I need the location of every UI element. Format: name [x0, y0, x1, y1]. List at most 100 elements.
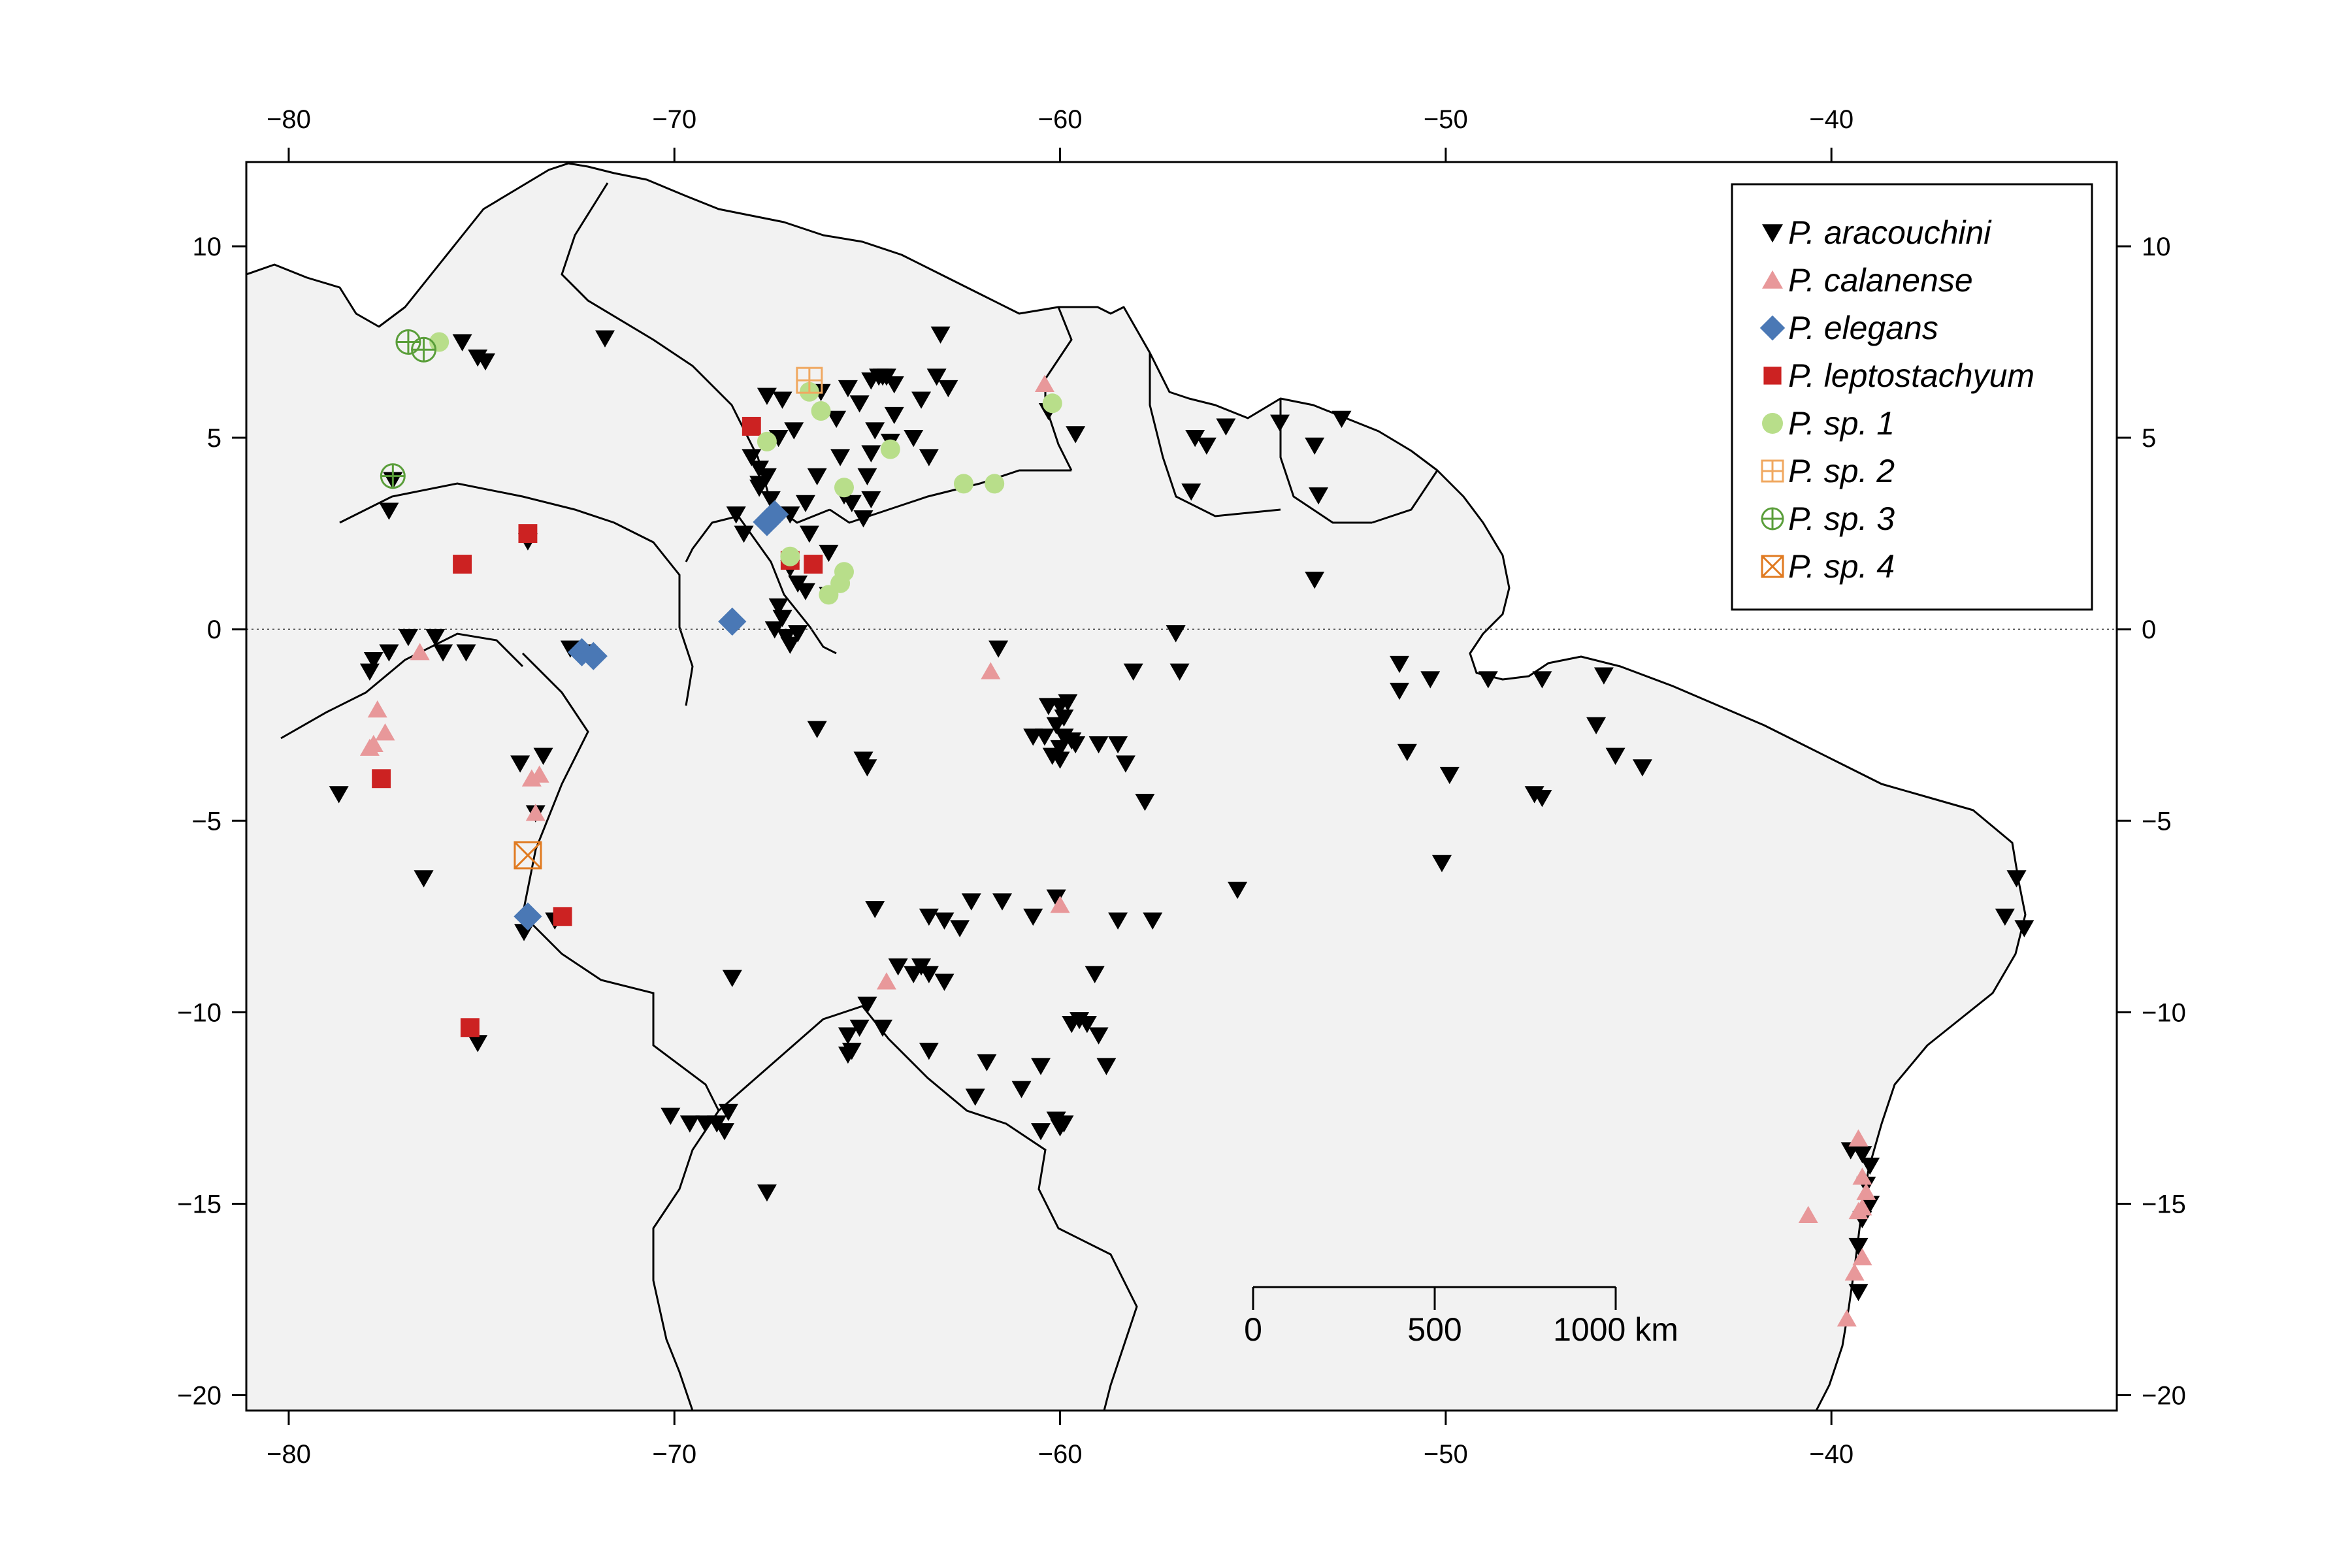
calanense-point	[359, 738, 380, 756]
scale-label-1000km: 1000 km	[1553, 1311, 1678, 1348]
aracouchini-point	[861, 445, 881, 463]
aracouchini-point	[888, 958, 908, 976]
y-tick-label-right: −20	[2142, 1382, 2186, 1411]
aracouchini-point	[1309, 487, 1329, 505]
aracouchini-point	[1046, 889, 1066, 907]
plot-frame	[245, 161, 2118, 1412]
aracouchini-point	[1431, 855, 1452, 872]
aracouchini-point	[861, 491, 881, 509]
aracouchini-point	[1478, 671, 1498, 689]
aracouchini-point	[1185, 430, 1205, 448]
aracouchini-point	[1066, 736, 1086, 754]
aracouchini-point	[819, 544, 839, 563]
sp1-point	[811, 401, 831, 421]
aracouchini-point	[425, 629, 446, 647]
legend-box	[1731, 183, 2093, 611]
aracouchini-point	[961, 893, 981, 911]
border-peru-brazil	[521, 652, 720, 1111]
aracouchini-point	[1216, 418, 1236, 436]
aracouchini-point	[1135, 793, 1155, 811]
aracouchini-point	[533, 747, 553, 765]
leptostachyum-point	[372, 769, 391, 789]
y-tick-label-right: −5	[2142, 807, 2172, 836]
aracouchini-point	[780, 636, 800, 654]
aracouchini-point	[1852, 1146, 1872, 1164]
leptostachyum-point	[804, 555, 823, 574]
aracouchini-point	[838, 1027, 858, 1045]
aracouchini-point	[1860, 1157, 1880, 1175]
aracouchini-point	[884, 406, 904, 425]
aracouchini-point	[1031, 1123, 1051, 1141]
sp1-point	[985, 474, 1005, 494]
aracouchini-point	[1439, 766, 1460, 785]
sp1-point	[757, 431, 777, 451]
aracouchini-point	[757, 387, 777, 405]
sp3-point	[380, 463, 406, 489]
aracouchini-point	[1848, 1237, 1869, 1256]
sp1-point	[834, 478, 854, 498]
aracouchini-point	[988, 640, 1009, 658]
elegans-point	[579, 642, 608, 670]
aracouchini-point	[830, 449, 851, 466]
y-tick-label-right: 10	[2142, 233, 2171, 261]
aracouchini-point	[718, 1103, 738, 1122]
legend-symbol	[1762, 270, 1783, 289]
y-tick-label-left: 5	[207, 424, 221, 453]
legend-label: P. sp. 1	[1788, 405, 1895, 442]
aracouchini-point	[1011, 1081, 1032, 1098]
legend-label: P. elegans	[1788, 310, 1938, 346]
aracouchini-point	[1390, 682, 1410, 700]
south-america-land	[246, 162, 2027, 1411]
aracouchini-point	[1532, 790, 1552, 808]
aracouchini-point	[379, 502, 399, 520]
aracouchini-point	[784, 422, 804, 440]
aracouchini-point	[1305, 571, 1325, 589]
legend-symbol	[1763, 367, 1782, 385]
aracouchini-point	[930, 326, 951, 344]
aracouchini-point	[772, 391, 792, 409]
border-colombia-peru	[339, 482, 694, 706]
aracouchini-point	[977, 1054, 997, 1071]
leptostachyum-point	[553, 907, 572, 926]
aracouchini-point	[919, 908, 939, 926]
aracouchini-point	[1031, 1058, 1051, 1075]
aracouchini-point	[433, 644, 453, 662]
aracouchini-point	[934, 912, 955, 930]
aracouchini-point	[363, 652, 384, 670]
land-layer	[246, 162, 2027, 1411]
aracouchini-point	[1123, 663, 1143, 681]
aracouchini-point	[853, 510, 874, 528]
legend-label: P. calanense	[1788, 262, 1973, 299]
aracouchini-point	[1054, 709, 1074, 727]
aracouchini-point	[849, 1019, 870, 1037]
legend-symbol	[1762, 413, 1783, 434]
aracouchini-point	[1169, 663, 1190, 681]
legend-label: P. sp. 3	[1788, 500, 1895, 537]
aracouchini-point	[722, 970, 742, 987]
sp1-point	[953, 474, 973, 494]
aracouchini-point	[926, 368, 947, 386]
aracouchini-point	[873, 1019, 893, 1037]
aracouchini-point	[714, 1123, 734, 1141]
calanense-point	[1034, 374, 1054, 392]
aracouchini-point	[865, 422, 885, 440]
aracouchini-point	[2014, 920, 2034, 938]
legend-symbol	[1759, 315, 1786, 341]
aracouchini-point	[510, 755, 531, 773]
leptostachyum-point	[460, 1018, 480, 1037]
calanense-point	[375, 723, 395, 741]
calanense-point	[1844, 1263, 1865, 1281]
x-tick-label-top: −70	[652, 105, 696, 134]
calanense-point	[367, 700, 387, 718]
border-bolivia-brazil	[718, 1005, 1138, 1411]
aracouchini-point	[1848, 1284, 1869, 1301]
aracouchini-point	[1066, 426, 1086, 444]
sp4-point	[514, 841, 542, 870]
aracouchini-point	[919, 449, 939, 466]
aracouchini-point	[884, 376, 904, 394]
legend-symbol	[1762, 224, 1783, 243]
aracouchini-point	[414, 870, 434, 888]
aracouchini-point	[795, 583, 815, 600]
scale-bar: 0 500 1000 km	[1244, 1286, 1678, 1348]
